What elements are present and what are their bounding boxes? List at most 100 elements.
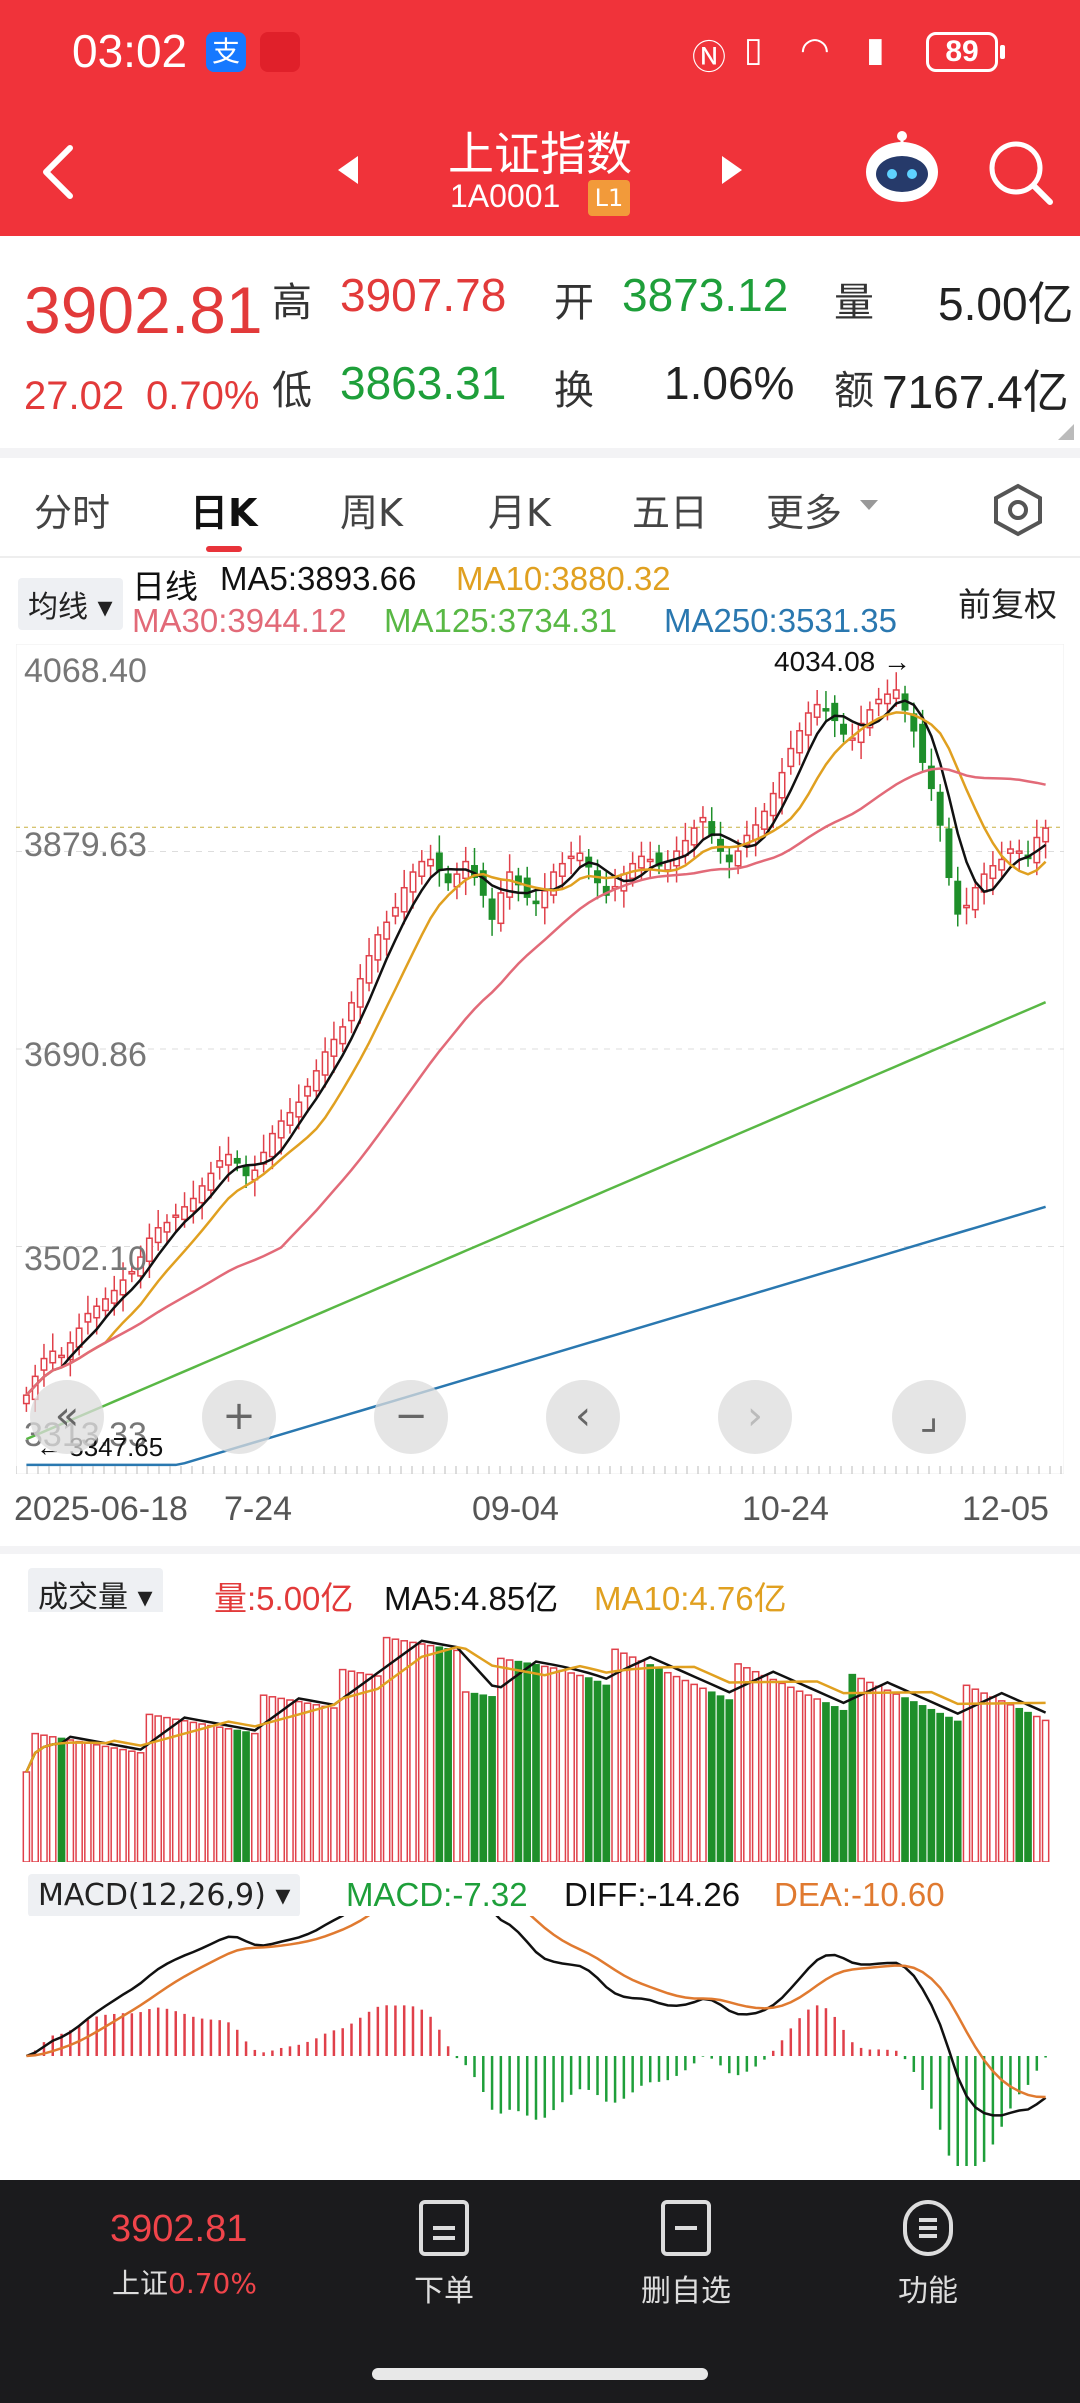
volume-bar <box>866 1681 874 1862</box>
level-badge: L1 <box>588 180 630 216</box>
candle <box>119 1279 127 1296</box>
macd-value: MACD:-7.32 <box>346 1876 528 1913</box>
candle <box>769 792 777 817</box>
volume-bar <box>751 1670 760 1862</box>
candle <box>919 723 927 763</box>
volume-bar <box>497 1657 505 1862</box>
zoom-in-button[interactable]: + <box>202 1380 276 1454</box>
ma5-value: MA5:3893.66 <box>220 560 417 597</box>
volume-bar <box>382 1636 391 1862</box>
candle <box>189 1197 197 1212</box>
robot-assistant-icon[interactable] <box>862 128 942 208</box>
bottom-index[interactable]: 上证0.70% <box>112 2267 257 2300</box>
next-index-icon[interactable] <box>720 152 744 188</box>
candle <box>804 712 812 736</box>
volume-bar <box>435 1646 444 1862</box>
candle <box>295 1101 303 1118</box>
minus-square-icon <box>661 2200 711 2256</box>
dea-value: DEA:-10.60 <box>774 1876 945 1913</box>
chevron-down-icon <box>860 500 878 510</box>
tab-more[interactable]: 更多 <box>766 491 843 535</box>
candle <box>110 1289 118 1304</box>
k-line-chart[interactable] <box>16 644 1064 1474</box>
candle <box>514 875 522 886</box>
volume-indicator-selector[interactable]: 成交量 ▾ <box>28 1568 163 1620</box>
volume-ma5-line <box>25 1639 1047 1773</box>
candle <box>954 880 962 915</box>
divider <box>0 1546 1080 1554</box>
volume-ma10: MA10:4.76亿 <box>594 1580 787 1617</box>
volume-chart[interactable] <box>16 1612 1064 1862</box>
y-tick-label: 3502.10 <box>24 1240 147 1278</box>
volume-bar <box>48 1736 57 1862</box>
prev-index-icon[interactable] <box>336 152 360 188</box>
tab-weekly-k[interactable]: 周K <box>340 491 403 535</box>
high-label: 高 <box>272 280 312 326</box>
candle <box>216 1160 224 1168</box>
expand-corner-icon[interactable] <box>1058 424 1074 440</box>
pan-left-button[interactable]: ‹ <box>546 1380 620 1454</box>
candle <box>646 858 654 863</box>
price-adjust-toggle[interactable]: 前复权 <box>958 586 1057 623</box>
ma-selector[interactable]: 均线 ▾ <box>18 578 123 630</box>
dea-line <box>26 1916 1046 2099</box>
remove-watchlist-button[interactable]: 删自选 <box>596 2200 776 2310</box>
active-tab-indicator <box>206 546 242 552</box>
low-label: 低 <box>272 368 312 414</box>
zoom-out-button[interactable]: − <box>374 1380 448 1454</box>
last-price: 3902.81 <box>24 273 263 347</box>
candle <box>831 702 839 722</box>
vibrate-icon: ▯ <box>744 30 763 70</box>
candle <box>620 873 628 892</box>
order-doc-icon <box>419 2200 469 2256</box>
candle <box>945 828 953 879</box>
candle <box>137 1256 145 1277</box>
bottom-price[interactable]: 3902.81 <box>110 2208 248 2250</box>
fullscreen-button[interactable]: ⌟ <box>892 1380 966 1454</box>
candle <box>1042 827 1050 843</box>
volume-bar <box>409 1641 417 1862</box>
x-tick-label: 12-05 <box>962 1490 1049 1528</box>
turnover-label: 换 <box>554 368 594 414</box>
volume-bar <box>321 1705 329 1862</box>
turnover-value: 1.06% <box>664 357 795 409</box>
candle <box>22 1394 30 1405</box>
volume-bar <box>874 1685 883 1862</box>
volume-bar <box>734 1663 742 1862</box>
price-change-pct: 0.70% <box>146 374 260 418</box>
tab-daily-k[interactable]: 日K <box>190 491 258 535</box>
candle <box>348 1002 355 1022</box>
back-arrow-icon[interactable] <box>38 142 78 202</box>
macd-indicator-selector[interactable]: MACD(12,26,9) ▾ <box>28 1874 301 1917</box>
volume-bar <box>242 1731 250 1862</box>
battery-icon: 89 <box>926 32 1005 72</box>
candle <box>145 1237 153 1262</box>
app-notification-icon <box>260 32 300 72</box>
search-icon[interactable] <box>986 138 1056 208</box>
order-button[interactable]: 下单 <box>354 2200 534 2310</box>
volume-bar <box>215 1726 224 1862</box>
candle <box>172 1214 180 1218</box>
pan-right-button[interactable]: › <box>718 1380 792 1454</box>
tab-intraday[interactable]: 分时 <box>34 491 111 535</box>
candle <box>717 838 724 852</box>
volume-bar <box>927 1708 936 1862</box>
settings-hex-icon[interactable] <box>990 482 1046 538</box>
macd-chart[interactable] <box>16 1916 1064 2166</box>
tab-monthly-k[interactable]: 月K <box>488 491 551 535</box>
rewind-button[interactable]: « <box>30 1380 104 1454</box>
volume-bar <box>813 1698 821 1862</box>
volume-bar <box>576 1674 584 1862</box>
candle <box>637 855 645 869</box>
volume-bar <box>1032 1715 1041 1862</box>
tab-five-day[interactable]: 五日 <box>632 491 709 535</box>
volume-bar <box>892 1693 901 1862</box>
functions-button[interactable]: 功能 <box>838 2200 1018 2310</box>
home-indicator[interactable] <box>372 2368 708 2380</box>
candle <box>66 1342 74 1361</box>
candle <box>400 886 408 913</box>
volume-bar <box>207 1724 215 1862</box>
index-code: 1A0001 <box>450 178 561 214</box>
candle <box>567 855 575 860</box>
volume-bar <box>488 1696 496 1862</box>
